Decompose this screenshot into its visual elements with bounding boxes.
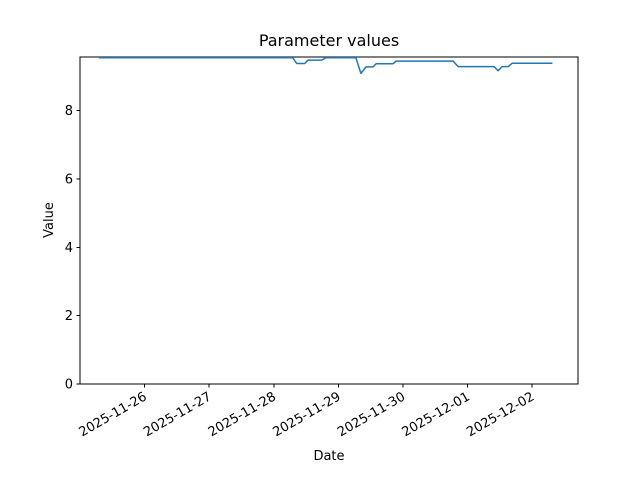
x-axis-label: Date (313, 449, 345, 464)
series-line-parameter-value (98, 56, 553, 75)
x-tick-label: 2025-11-29 (270, 389, 343, 440)
y-tick-label: 2 (65, 309, 73, 324)
y-tick-label: 8 (65, 104, 73, 119)
x-tick-label: 2025-11-26 (77, 389, 150, 440)
y-tick-label: 4 (65, 241, 73, 256)
chart-title: Parameter values (258, 31, 400, 50)
y-tick-label: 0 (65, 378, 73, 393)
y-axis-label: Value (42, 202, 57, 238)
plot-area-border (79, 56, 579, 385)
x-tick-label: 2025-11-27 (141, 389, 214, 440)
x-tick-label: 2025-12-01 (400, 389, 473, 440)
x-tick-label: 2025-11-30 (335, 389, 408, 440)
y-tick-label: 6 (65, 172, 73, 187)
x-tick-label: 2025-11-28 (206, 389, 279, 440)
x-tick-label: 2025-12-02 (464, 389, 537, 440)
